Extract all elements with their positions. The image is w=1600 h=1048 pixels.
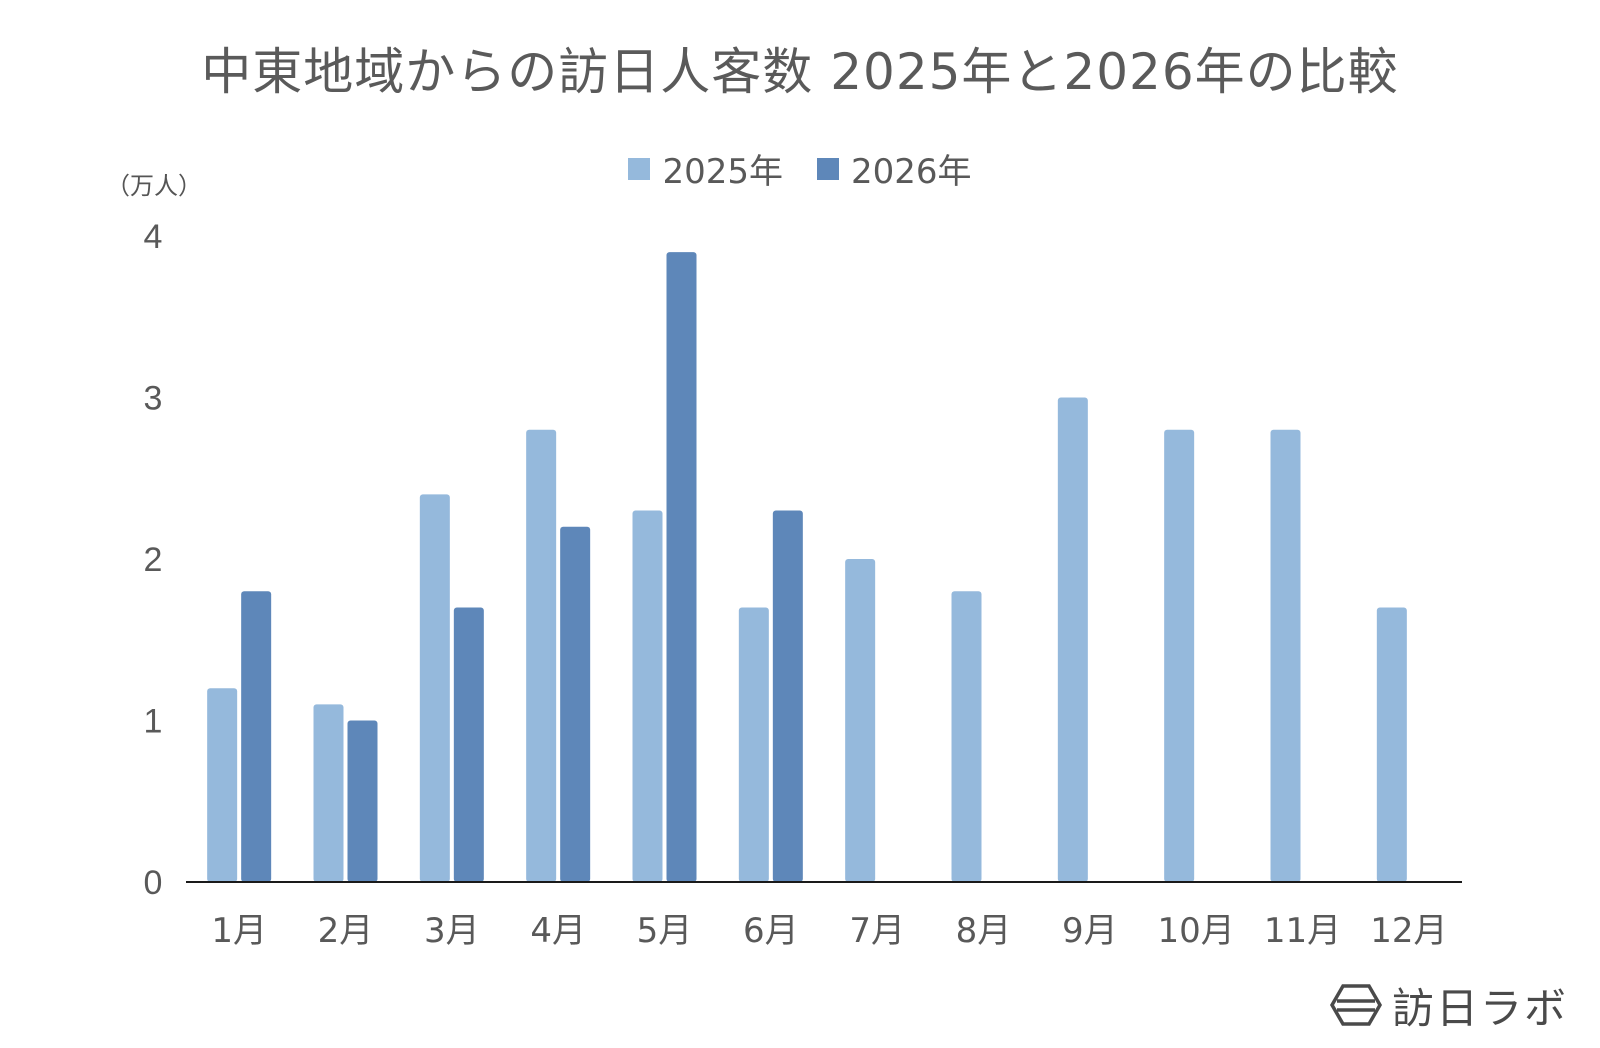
x-tick-label-1: 1月 xyxy=(211,911,267,951)
y-tick-label-3: 3 xyxy=(144,380,163,418)
bar-2026年-4月 xyxy=(560,526,591,882)
bar-2025年-9月 xyxy=(1057,397,1088,882)
x-tick-label-4: 4月 xyxy=(530,911,586,951)
x-tick-label-3: 3月 xyxy=(424,911,480,951)
legend-swatch-2025 xyxy=(628,157,651,180)
x-tick-label-9: 9月 xyxy=(1062,911,1118,951)
bar-2026年-5月 xyxy=(666,252,697,882)
x-tick-label-10: 10月 xyxy=(1158,911,1235,951)
bar-2025年-10月 xyxy=(1164,429,1195,882)
bar-2025年-5月 xyxy=(632,510,663,882)
bar-2025年-8月 xyxy=(951,591,982,882)
bar-2025年-7月 xyxy=(845,559,876,882)
bar-2025年-11月 xyxy=(1270,429,1301,882)
y-tick-label-0: 0 xyxy=(144,864,163,902)
x-tick-label-11: 11月 xyxy=(1264,911,1341,951)
legend-item-2026: 2026年 xyxy=(817,144,972,193)
bar-2025年-2月 xyxy=(313,704,344,882)
x-tick-label-6: 6月 xyxy=(743,911,799,951)
chart-title: 中東地域からの訪日人客数 2025年と2026年の比較 xyxy=(201,43,1399,101)
hexagon-logo-icon xyxy=(1330,984,1382,1026)
bar-2025年-3月 xyxy=(419,494,450,882)
bar-2026年-1月 xyxy=(241,591,272,882)
y-tick-label-1: 1 xyxy=(144,703,163,741)
chart-legend: 2025年 2026年 xyxy=(0,144,1600,193)
bar-2025年-6月 xyxy=(738,607,769,882)
x-tick-label-5: 5月 xyxy=(637,911,693,951)
x-tick-label-2: 2月 xyxy=(318,911,374,951)
bar-2025年-1月 xyxy=(207,688,238,882)
x-tick-label-7: 7月 xyxy=(849,911,905,951)
x-tick-label-8: 8月 xyxy=(956,911,1012,951)
bar-2026年-3月 xyxy=(453,607,484,882)
legend-label-2026: 2026年 xyxy=(851,152,972,192)
y-tick-label-2: 2 xyxy=(144,541,163,579)
bar-2025年-12月 xyxy=(1376,607,1407,882)
legend-swatch-2026 xyxy=(817,157,839,180)
bar-2026年-6月 xyxy=(772,510,803,882)
y-tick-label-4: 4 xyxy=(144,218,163,256)
bar-2025年-4月 xyxy=(526,429,557,882)
logo-text: 訪日ラボ xyxy=(1392,983,1569,1033)
bar-2026年-2月 xyxy=(347,720,378,882)
legend-label-2025: 2025年 xyxy=(662,152,783,192)
brand-logo: 訪日ラボ xyxy=(1330,978,1568,1033)
legend-item-2025: 2025年 xyxy=(628,144,783,193)
y-axis-unit-label: （万人） xyxy=(106,172,202,200)
x-tick-label-12: 12月 xyxy=(1370,911,1447,951)
